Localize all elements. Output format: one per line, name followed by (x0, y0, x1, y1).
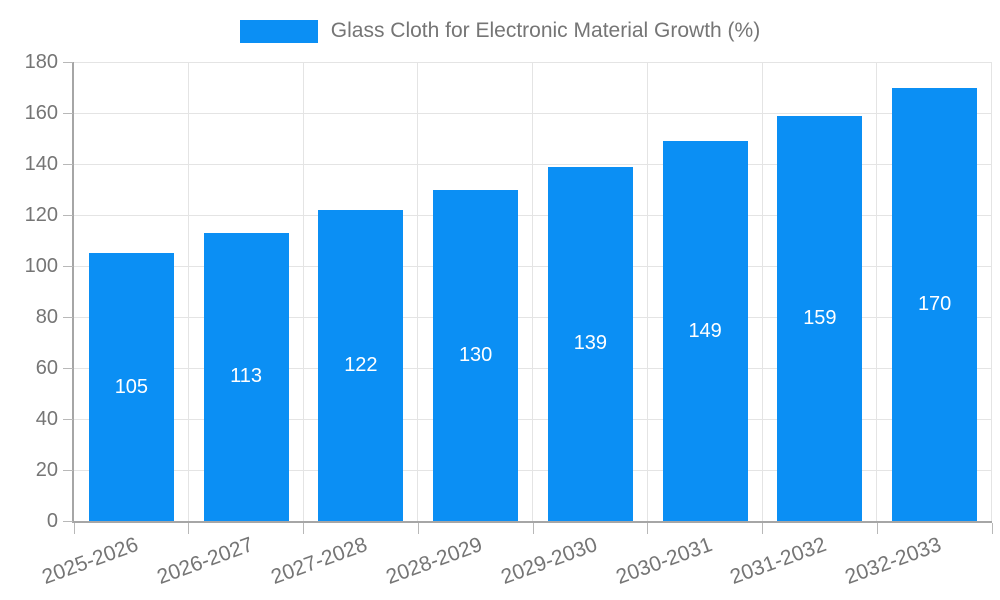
h-gridline (74, 112, 992, 114)
v-gridline (302, 62, 304, 521)
bar-value-label: 122 (344, 353, 378, 376)
h-gridline (74, 367, 992, 369)
x-axis-tick (991, 523, 993, 534)
h-gridline (74, 61, 992, 63)
bar-value-label: 130 (458, 343, 493, 366)
bar-value-label: 113 (230, 365, 263, 388)
y-axis-label: 180 (24, 51, 58, 73)
y-axis-tick (63, 469, 73, 471)
x-axis-label: 2029-2030 (497, 533, 601, 589)
bar-value-label: 139 (573, 332, 608, 355)
y-axis-tick (63, 367, 73, 369)
bar: 130 (433, 189, 519, 521)
h-gridline (74, 418, 992, 420)
x-axis-tick (762, 523, 763, 534)
y-axis-tick (63, 520, 73, 522)
y-axis-tick (63, 265, 73, 267)
bar-value-label: 170 (917, 292, 952, 315)
v-gridline (876, 62, 878, 521)
y-axis-label: 160 (24, 102, 58, 124)
y-axis-label: 60 (35, 357, 58, 379)
v-gridline (187, 62, 189, 521)
y-axis-tick (63, 418, 73, 420)
y-axis-tick (63, 214, 73, 216)
v-gridline (991, 62, 992, 521)
y-axis-tick (63, 163, 73, 165)
x-axis-tick (647, 523, 649, 534)
bar: 149 (662, 141, 748, 521)
x-axis-tick (876, 523, 878, 534)
x-axis-label: 2028-2029 (383, 533, 486, 589)
chart-legend: Glass Cloth for Electronic Material Grow… (0, 19, 1000, 43)
h-gridline (74, 163, 992, 165)
h-gridline (74, 469, 992, 471)
x-axis-line (72, 521, 992, 523)
x-axis-tick (303, 523, 304, 534)
v-gridline (417, 62, 419, 521)
x-axis-label: 2025-2026 (38, 533, 142, 589)
legend-label: Glass Cloth for Electronic Material Grow… (330, 19, 761, 42)
y-axis-label: 80 (35, 306, 58, 328)
plot-area: 105 113 122 130 139 149 159 170 (63, 61, 993, 534)
bar: 122 (318, 209, 404, 521)
x-axis-tick (532, 523, 534, 534)
v-gridline (761, 62, 763, 521)
bar-value-label: 159 (803, 306, 837, 329)
y-axis-label: 20 (35, 459, 58, 481)
legend-swatch (239, 19, 318, 43)
bar: 159 (777, 115, 863, 521)
y-axis-line (72, 62, 74, 523)
y-axis-label: 120 (24, 204, 58, 226)
v-gridline (532, 62, 533, 521)
y-axis-label: 140 (24, 153, 58, 175)
bar: 170 (892, 87, 978, 521)
x-axis-tick (188, 523, 190, 534)
y-axis-tick (63, 316, 73, 318)
bar-value-label: 105 (114, 375, 149, 398)
x-axis-tick (73, 523, 75, 534)
x-axis-label: 2031-2032 (727, 533, 830, 589)
x-axis-tick (417, 523, 419, 534)
x-axis-label: 2032-2033 (842, 533, 945, 589)
x-axis-label: 2030-2031 (612, 533, 715, 589)
v-gridline (646, 62, 648, 521)
y-axis-label: 100 (24, 255, 58, 277)
bar-value-label: 149 (688, 319, 722, 342)
bar: 105 (88, 253, 174, 521)
x-axis-label: 2027-2028 (268, 533, 371, 589)
y-axis-label: 40 (35, 408, 58, 430)
bar: 113 (203, 232, 289, 521)
x-axis-label: 2026-2027 (153, 533, 256, 589)
y-axis-label: 0 (46, 510, 58, 532)
y-axis-tick (63, 112, 73, 114)
h-gridline (74, 214, 992, 216)
h-gridline (74, 265, 992, 267)
y-axis-tick (63, 61, 73, 63)
h-gridline (74, 316, 992, 318)
bar: 139 (547, 166, 633, 521)
